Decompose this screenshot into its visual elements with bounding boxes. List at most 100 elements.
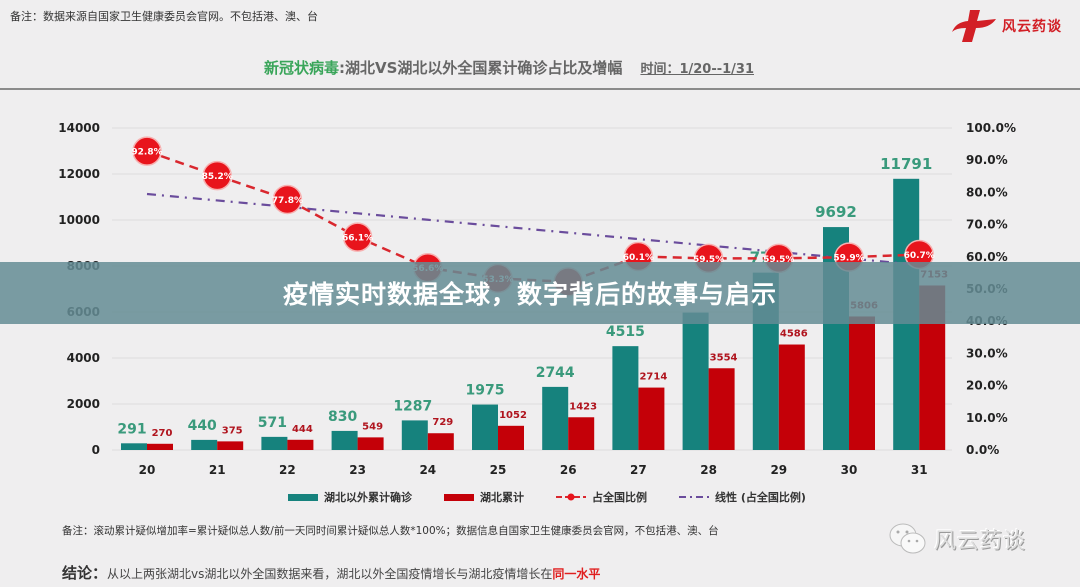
bar-outside-hubei: [191, 439, 218, 450]
bar-hubei: [568, 417, 595, 450]
headline-text: 疫情实时数据全球，数字背后的故事与启示: [282, 280, 777, 309]
y-tick-right: 70.0%: [966, 218, 1008, 232]
bar-hubei: [778, 344, 805, 450]
bar-hubei: [287, 439, 314, 450]
conclusion: 结论：从以上两张湖北vs湖北以外全国数据来看，湖北以外全国疫情增长与湖北疫情增长…: [62, 562, 600, 583]
brand-logo: 风云药谈: [950, 8, 1062, 44]
bar-label-outside-hubei: 291: [117, 421, 146, 437]
x-tick: 29: [770, 463, 787, 477]
y-tick-right: 100.0%: [966, 121, 1016, 135]
bar-label-outside-hubei: 4515: [606, 324, 645, 340]
x-tick: 31: [911, 463, 928, 477]
bar-label-hubei: 1052: [499, 410, 527, 421]
bar-outside-hubei: [331, 430, 358, 450]
bar-label-hubei: 375: [222, 425, 243, 436]
bar-outside-hubei: [121, 443, 147, 450]
legend-item-outside-hubei: 湖北以外累计确诊: [288, 489, 412, 505]
y-tick-right: 60.0%: [966, 250, 1008, 264]
bar-label-outside-hubei: 571: [258, 415, 287, 431]
footnote: 备注：滚动累计疑似增加率=累计疑似总人数/前一天同时间累计疑似总人数*100%；…: [62, 525, 719, 537]
wechat-icon: [889, 523, 926, 554]
x-tick: 30: [841, 463, 858, 477]
headline-banner: 疫情实时数据全球，数字背后的故事与启示: [0, 262, 1080, 324]
y-tick-right: 30.0%: [966, 346, 1008, 360]
bar-outside-hubei: [612, 346, 639, 450]
x-tick: 20: [139, 463, 156, 477]
x-tick: 25: [490, 463, 507, 477]
ratio-label: 85.2%: [202, 172, 233, 182]
teal-swatch-icon: [288, 493, 318, 501]
ratio-label: 60.7%: [904, 251, 935, 261]
bar-label-outside-hubei: 830: [328, 409, 357, 425]
bar-hubei: [217, 441, 244, 450]
source-note: 备注：数据来源自国家卫生健康委员会官网。不包括港、澳、台: [10, 10, 318, 23]
x-tick: 27: [630, 463, 647, 477]
chart-legend: 湖北以外累计确诊 湖北累计 占全国比例 线性 (占全国比例): [288, 489, 806, 505]
legend-item-trend: 线性 (占全国比例): [679, 489, 806, 505]
bar-outside-hubei: [401, 420, 428, 450]
bar-label-hubei: 270: [152, 428, 173, 439]
ratio-label: 59.5%: [693, 255, 724, 265]
bar-label-hubei: 729: [432, 417, 453, 428]
y-tick-left: 12000: [58, 167, 100, 181]
y-tick-left: 14000: [58, 121, 100, 135]
red-cross-logo-icon: [952, 10, 996, 42]
ratio-marker: [132, 136, 162, 166]
y-tick-right: 80.0%: [966, 185, 1008, 199]
bar-label-outside-hubei: 9692: [815, 203, 857, 221]
bar-label-hubei: 549: [362, 421, 383, 432]
ratio-label: 66.1%: [342, 234, 373, 244]
bar-hubei: [498, 425, 524, 450]
bar-label-outside-hubei: 440: [188, 418, 217, 434]
bar-label-outside-hubei: 2744: [536, 365, 575, 381]
y-tick-right: 10.0%: [966, 411, 1008, 425]
conclusion-highlight: 同一水平: [552, 567, 601, 581]
bar-hubei: [427, 433, 454, 450]
ratio-marker: [342, 222, 373, 252]
bar-label-hubei: 3554: [710, 352, 738, 363]
title-main: :湖北VS湖北以外全国累计确诊占比及增幅: [339, 59, 623, 77]
conclusion-label: 结论：: [62, 564, 108, 582]
title-time-range: 时间：1/20--1/31: [640, 62, 754, 77]
ratio-label: 59.5%: [763, 255, 794, 265]
legend-item-ratio: 占全国比例: [556, 489, 647, 505]
chart-title: 新冠状病毒:湖北VS湖北以外全国累计确诊占比及增幅 时间：1/20--1/31: [264, 57, 754, 78]
y-tick-left: 4000: [67, 351, 100, 365]
x-tick: 23: [349, 463, 366, 477]
bar-hubei: [147, 443, 173, 450]
dashed-line-marker-icon: [556, 493, 586, 501]
brand-name: 风云药谈: [1002, 19, 1062, 35]
bar-label-outside-hubei: 1975: [466, 383, 505, 399]
bar-hubei: [638, 387, 665, 450]
x-tick: 21: [209, 463, 226, 477]
x-tick: 26: [560, 463, 577, 477]
watermark-text: 风云药谈: [934, 529, 1027, 554]
bar-label-hubei: 2714: [639, 372, 667, 383]
ratio-label: 92.8%: [131, 148, 162, 158]
bar-outside-hubei: [542, 386, 569, 450]
legend-item-hubei: 湖北累计: [444, 489, 524, 505]
combo-chart: 020004000600080001000012000140000.0%10.0…: [58, 121, 1016, 477]
y-tick-left: 10000: [58, 213, 100, 227]
y-tick-right: 20.0%: [966, 379, 1008, 393]
bar-outside-hubei: [682, 312, 709, 450]
y-tick-left: 2000: [67, 397, 100, 411]
ratio-label: 60.1%: [623, 253, 654, 263]
ratio-marker: [272, 184, 303, 215]
conclusion-text: 从以上两张湖北vs湖北以外全国数据来看，湖北以外全国疫情增长与湖北疫情增长在: [107, 567, 553, 581]
ratio-label: 59.9%: [833, 254, 864, 264]
bar-label-hubei: 1423: [569, 401, 597, 412]
bar-hubei: [849, 316, 875, 450]
y-tick-right: 0.0%: [966, 443, 999, 457]
title-highlight: 新冠状病毒: [264, 59, 340, 77]
bar-label-outside-hubei: 1287: [393, 398, 432, 414]
bar-outside-hubei: [472, 404, 498, 450]
x-tick: 22: [279, 463, 296, 477]
dash-dot-line-icon: [679, 496, 709, 498]
ratio-label: 77.8%: [272, 196, 303, 206]
title-divider: [0, 88, 1080, 90]
y-tick-right: 90.0%: [966, 153, 1008, 167]
bar-label-outside-hubei: 11791: [880, 155, 932, 173]
ratio-marker: [202, 160, 232, 191]
